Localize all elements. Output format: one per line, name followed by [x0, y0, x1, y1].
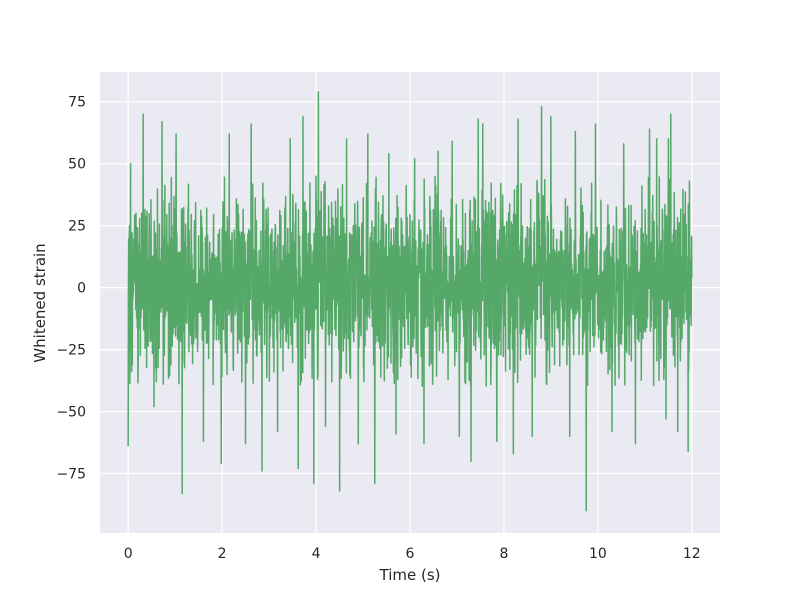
x-tick-label: 0 — [124, 546, 133, 562]
x-tick-label: 6 — [406, 546, 415, 562]
x-tick-label: 10 — [589, 546, 607, 562]
tick-labels: 0 2 4 6 8 10 12 −75 −50 −25 0 25 50 75 — [56, 95, 700, 562]
series-line — [127, 91, 693, 512]
y-tick-label: −50 — [56, 405, 86, 421]
y-axis-label: Whitened strain — [31, 243, 49, 362]
x-tick-label: 12 — [683, 546, 701, 562]
y-tick-label: −75 — [56, 467, 86, 483]
x-axis-label: Time (s) — [379, 566, 441, 584]
y-tick-label: −25 — [56, 343, 86, 359]
x-tick-label: 2 — [218, 546, 227, 562]
x-tick-label: 4 — [312, 546, 321, 562]
y-tick-label: 75 — [68, 95, 86, 111]
y-tick-label: 25 — [68, 219, 86, 235]
y-tick-label: 50 — [68, 157, 86, 173]
y-tick-label: 0 — [77, 281, 86, 297]
series-layer — [127, 91, 693, 512]
x-tick-label: 8 — [499, 546, 508, 562]
